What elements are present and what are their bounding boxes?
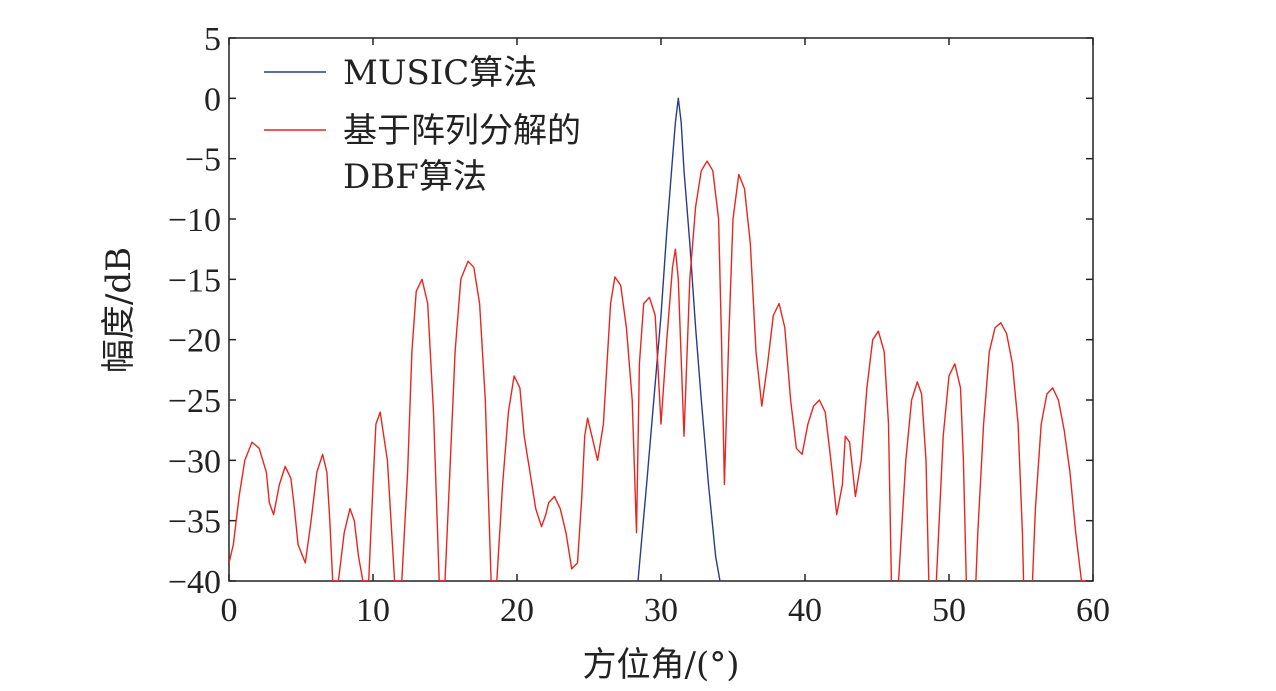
x-tick-label: 20 [500,592,534,629]
y-tick-label: −20 [168,323,221,360]
y-tick-label: −25 [168,383,221,420]
legend-label: MUSIC算法 [343,53,537,93]
x-tick-label: 10 [356,592,390,629]
series-layer [229,97,1086,581]
y-tick-label: 0 [204,81,221,118]
x-tick-label: 0 [221,592,238,629]
y-tick-label: −40 [168,564,221,601]
series-music-line [637,97,721,581]
x-tick-label: 30 [644,592,678,629]
x-tick-label: 40 [788,592,822,629]
y-tick-label: −10 [168,202,221,239]
y-tick-label: −30 [168,443,221,480]
x-axis-title: 方位角/(°) [583,645,740,685]
y-tick-label: −5 [185,142,221,179]
y-tick-label: 5 [204,21,221,58]
legend-label: DBF算法 [343,157,487,197]
series-dbf-line [229,160,1086,581]
x-tick-label: 60 [1076,592,1110,629]
legend-label: 基于阵列分解的 [343,111,581,151]
y-axis: 5 0 −5 −10 −15 −20 −25 −30 −35 −40 [168,21,1093,601]
y-tick-label: −35 [168,504,221,541]
x-tick-label: 50 [932,592,966,629]
y-tick-label: −15 [168,262,221,299]
y-axis-title: 幅度/dB [99,247,139,373]
x-axis: 0 10 20 30 40 50 60 [221,38,1110,629]
